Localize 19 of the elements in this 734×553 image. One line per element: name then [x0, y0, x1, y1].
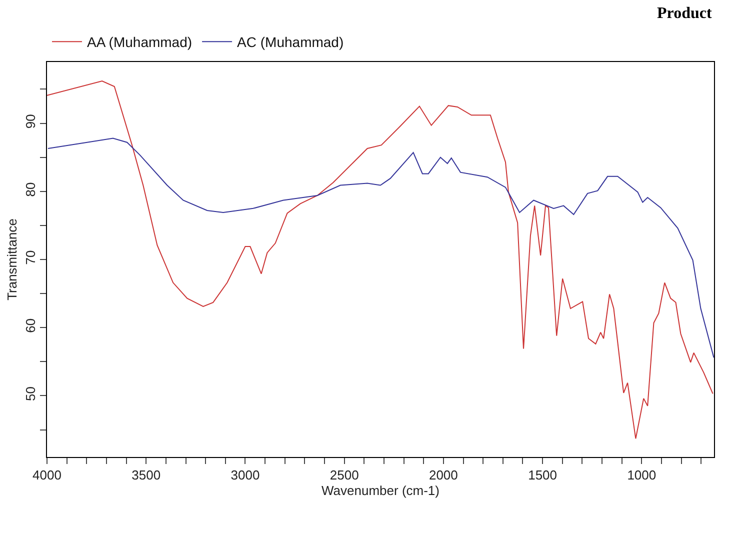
line-series — [47, 138, 714, 358]
line-series — [47, 80, 714, 440]
x-tick-label: 4000 — [32, 468, 62, 483]
x-tick-label: 1000 — [627, 468, 656, 483]
x-tick-label: 3000 — [230, 468, 260, 483]
x-tick-label: 1500 — [528, 468, 557, 483]
legend-label: AC (Muhammad) — [237, 34, 344, 50]
legend-label: AA (Muhammad) — [87, 34, 192, 50]
y-tick-label: 80 — [22, 182, 38, 197]
y-axis-title: Transmittance — [4, 218, 20, 300]
y-tick-label: 90 — [22, 114, 38, 129]
text: Product — [657, 5, 712, 22]
x-tick-label: 3500 — [132, 468, 161, 483]
x-axis-title: Wavenumber (cm-1) — [322, 483, 440, 498]
x-tick-label: 2000 — [428, 468, 458, 483]
x-tick-label: 2500 — [330, 468, 359, 483]
y-tick-label: 70 — [22, 250, 38, 265]
y-tick-label: 60 — [22, 318, 38, 333]
y-tick-label: 50 — [22, 386, 38, 401]
